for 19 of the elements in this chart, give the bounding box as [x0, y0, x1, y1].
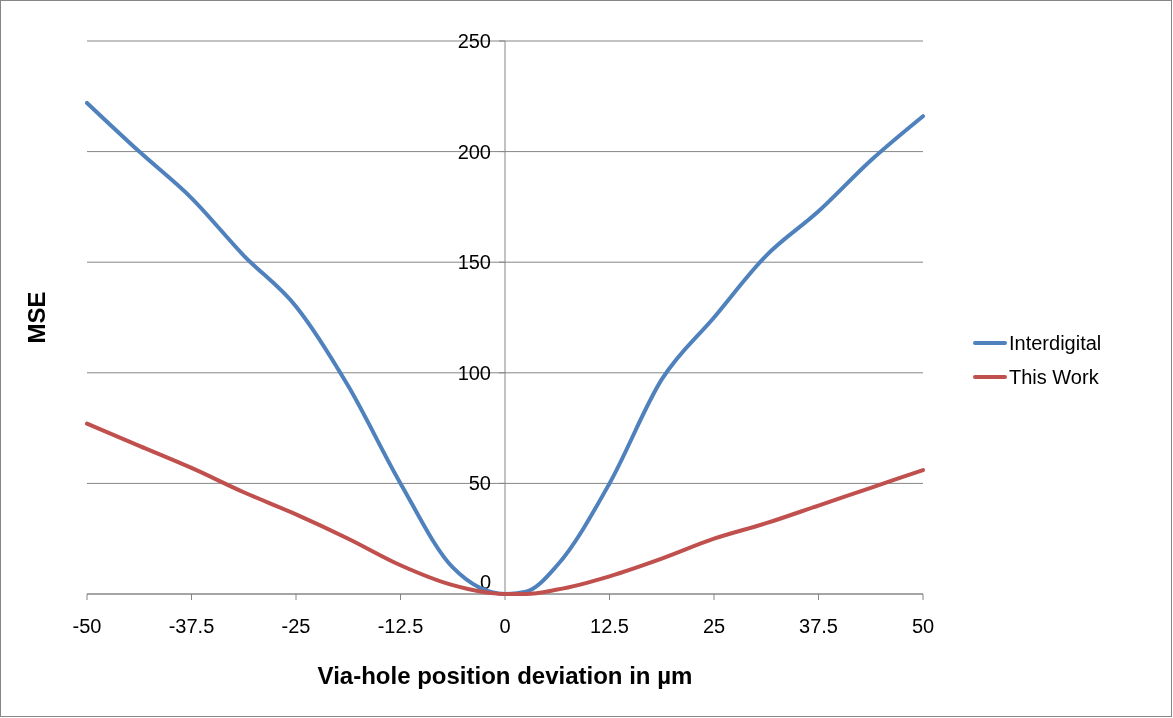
x-tick-label: -12.5: [377, 615, 424, 637]
y-tick-label: 50: [468, 472, 491, 495]
y-tick-label: 150: [457, 251, 491, 274]
x-tick-label: 37.5: [799, 615, 838, 637]
x-tick-label: -37.5: [168, 615, 215, 637]
y-tick-label: 100: [457, 361, 491, 384]
legend-label: This Work: [1009, 366, 1100, 388]
y-tick-label: 200: [457, 140, 491, 163]
y-tick-label: 250: [457, 30, 491, 52]
x-tick-label: -50: [72, 615, 102, 637]
x-tick-label: -25: [281, 615, 311, 637]
x-tick-label: 0: [499, 615, 511, 637]
y-axis-title: MSE: [23, 291, 50, 344]
x-tick-label: 50: [911, 615, 935, 637]
x-tick-label: 25: [702, 615, 726, 637]
x-tick-label: 12.5: [590, 615, 629, 637]
legend-label: Interdigital: [1009, 332, 1102, 354]
x-axis-title: Via-hole position deviation in µm: [317, 662, 693, 689]
y-tick-label: 0: [479, 571, 491, 593]
